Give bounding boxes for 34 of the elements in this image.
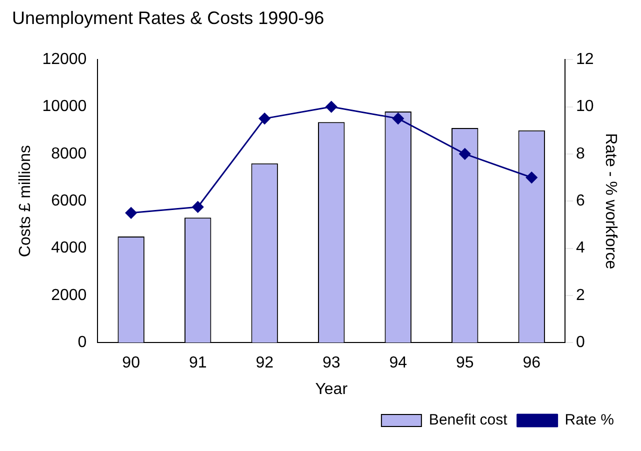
point	[459, 148, 471, 160]
y-tick-label: 4000	[51, 240, 87, 257]
y2-tick-label: 12	[576, 51, 594, 68]
y-tick-label: 10000	[42, 98, 87, 116]
legend-label: Benefit cost	[428, 412, 508, 429]
point	[258, 112, 270, 124]
y2-tick-label: 4	[576, 240, 586, 257]
y-tick-label: 12000	[42, 51, 87, 68]
y-tick-label: 6000	[51, 192, 87, 210]
y2-tick-label: 2	[576, 286, 586, 304]
point	[192, 201, 204, 213]
point	[326, 101, 338, 113]
y-tick-label: 2000	[51, 286, 87, 304]
x-tick-label: 92	[256, 354, 274, 372]
x-tick-label: 94	[389, 354, 408, 372]
x-tick-label: 91	[188, 354, 207, 372]
point	[526, 172, 538, 184]
point	[125, 207, 137, 219]
chart-title: Unemployment Rates & Costs 1990-96	[12, 8, 324, 28]
y-tick-label: 8000	[51, 145, 87, 162]
point	[392, 112, 404, 124]
x-tick-label: 96	[522, 354, 541, 372]
y2-tick-label: 0	[576, 334, 586, 352]
legend-label: Rate %	[564, 412, 614, 429]
y2-tick-label: 8	[576, 145, 586, 162]
y2-tick-label: 10	[576, 98, 594, 116]
y2-axis-title: Rate - % workforce	[602, 133, 619, 270]
x-tick-label: 93	[322, 354, 340, 372]
y-tick-label: 0	[78, 334, 87, 352]
x-tick-label: 95	[456, 354, 474, 372]
y2-tick-label: 6	[576, 192, 586, 210]
y-axis-title: Costs £ millions	[17, 145, 34, 258]
x-tick-label: 90	[122, 354, 140, 372]
x-axis-title: Year	[315, 380, 348, 398]
